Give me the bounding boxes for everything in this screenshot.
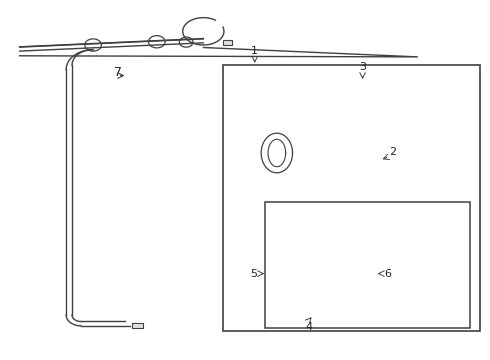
Bar (278, 178, 298, 188)
Bar (318, 294, 330, 314)
Text: 1: 1 (251, 46, 258, 56)
Bar (299, 146, 407, 193)
Bar (278, 164, 298, 174)
Bar (369, 114, 381, 124)
Bar (352, 114, 364, 124)
Bar (408, 174, 423, 186)
Bar (348, 264, 368, 284)
Text: 6: 6 (385, 269, 392, 279)
Bar (323, 82, 412, 112)
Bar (260, 140, 270, 147)
Bar (341, 268, 347, 272)
Text: 3: 3 (359, 62, 366, 72)
Bar (278, 150, 298, 161)
Bar (332, 294, 344, 314)
Text: 5: 5 (250, 269, 257, 279)
Bar (303, 294, 315, 314)
Bar (310, 90, 322, 104)
Bar (223, 40, 232, 45)
Bar (341, 275, 347, 279)
Bar (272, 266, 292, 281)
Bar (408, 152, 423, 165)
Bar (293, 274, 298, 279)
Bar (260, 149, 270, 155)
Bar (265, 202, 470, 328)
Text: 7: 7 (114, 66, 122, 78)
Bar (223, 65, 480, 331)
Bar (386, 114, 398, 124)
Bar (234, 137, 261, 158)
Bar (132, 323, 143, 328)
Bar (292, 292, 355, 316)
Text: 4: 4 (305, 322, 312, 332)
Bar (334, 114, 346, 124)
Bar (235, 161, 255, 171)
Bar (293, 269, 298, 273)
Text: 2: 2 (390, 147, 397, 157)
